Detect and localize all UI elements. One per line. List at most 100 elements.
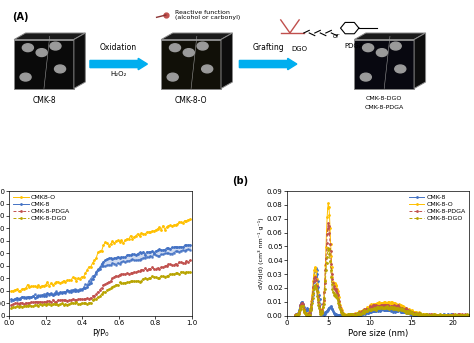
Circle shape [167, 73, 178, 81]
CMK8-O [9, 289, 14, 293]
CMK-8-DGO [9, 306, 14, 310]
Text: or: or [332, 33, 339, 39]
CMK-8-O [397, 303, 402, 307]
Line: CMK8-O: CMK8-O [10, 218, 191, 293]
Text: PDGA: PDGA [345, 43, 364, 49]
CMK-8 [400, 309, 406, 313]
CMK-8-O [400, 305, 406, 309]
CMK-8-PDGA [187, 258, 193, 262]
Polygon shape [355, 33, 426, 39]
Line: CMK-8-DGO: CMK-8-DGO [294, 247, 471, 317]
CMK-8-O [293, 314, 299, 318]
CMK-8 [117, 256, 122, 260]
CMK-8-DGO [326, 246, 331, 250]
CMK-8-DGO [115, 283, 121, 287]
Y-axis label: dV/d(d) (cm³ nm⁻¹ g⁻¹): dV/d(d) (cm³ nm⁻¹ g⁻¹) [258, 217, 264, 289]
CMK-8-DGO [396, 307, 401, 311]
CMK-8-O [466, 313, 472, 317]
Line: CMK-8: CMK-8 [294, 266, 471, 317]
Text: CMK-8: CMK-8 [32, 96, 56, 105]
CMK-8-PDGA [400, 308, 406, 312]
CMK-8-PDGA [293, 314, 299, 318]
Polygon shape [161, 33, 232, 39]
CMK-8 [313, 265, 319, 270]
CMK-8-DGO [293, 313, 299, 317]
CMK-8-DGO [178, 270, 184, 274]
CMK8-O [102, 240, 108, 245]
Circle shape [20, 73, 31, 81]
CMK-8-O [293, 313, 299, 317]
CMK-8-DGO [466, 314, 472, 318]
Text: DGO: DGO [291, 46, 307, 52]
X-axis label: Pore size (nm): Pore size (nm) [348, 329, 408, 338]
CMK-8-PDGA [50, 298, 55, 302]
CMK-8-PDGA [100, 283, 106, 287]
Circle shape [183, 49, 194, 57]
Circle shape [197, 42, 208, 50]
Circle shape [390, 42, 401, 50]
CMK8-O [180, 221, 186, 225]
CMK-8-DGO [100, 290, 106, 294]
Circle shape [360, 73, 371, 81]
Circle shape [55, 65, 65, 73]
CMK-8-DGO [292, 314, 298, 318]
CMK-8 [397, 308, 403, 312]
CMK-8-O [451, 314, 457, 318]
FancyArrow shape [90, 58, 147, 70]
CMK-8 [292, 313, 298, 317]
Line: CMK-8-PDGA: CMK-8-PDGA [294, 222, 471, 317]
CMK-8-DGO [43, 303, 48, 307]
CMK-8 [293, 314, 299, 318]
Circle shape [36, 49, 47, 57]
CMK-8-DGO [451, 314, 456, 318]
CMK-8-O [326, 201, 331, 205]
Polygon shape [221, 33, 232, 88]
Circle shape [22, 44, 33, 51]
CMK-8 [9, 297, 14, 301]
CMK-8 [45, 291, 50, 295]
Line: CMK-8-O: CMK-8-O [294, 202, 471, 317]
Polygon shape [355, 39, 414, 88]
CMK-8-PDGA [9, 303, 14, 307]
CMK-8-PDGA [178, 260, 184, 264]
Circle shape [395, 65, 406, 73]
Text: CMK-8-DGO: CMK-8-DGO [366, 96, 402, 102]
CMK-8-PDGA [292, 313, 298, 317]
CMK-8-O [397, 303, 403, 307]
Polygon shape [14, 39, 74, 88]
Circle shape [201, 65, 213, 73]
CMK-8 [180, 245, 186, 249]
Text: Reactive function
(alcohol or carbonyl): Reactive function (alcohol or carbonyl) [175, 10, 240, 21]
CMK-8-O [440, 314, 446, 318]
CMK-8 [293, 312, 299, 316]
CMK8-O [174, 222, 180, 226]
CMK-8 [397, 308, 402, 312]
CMK-8-PDGA [173, 262, 179, 266]
Polygon shape [161, 39, 221, 88]
CMK-8-PDGA [397, 306, 403, 310]
CMK-8-PDGA [326, 221, 331, 225]
Polygon shape [74, 33, 85, 88]
CMK-8 [174, 245, 180, 249]
CMK-8 [466, 314, 472, 318]
Line: CMK-8: CMK-8 [10, 244, 191, 301]
Text: Oxidation: Oxidation [100, 43, 137, 52]
CMK-8-PDGA [466, 314, 472, 318]
CMK-8 [440, 314, 446, 318]
CMK8-O [52, 281, 57, 285]
Text: (A): (A) [12, 12, 28, 22]
Circle shape [363, 44, 374, 51]
Text: H₂O₂: H₂O₂ [110, 71, 127, 76]
CMK8-O [16, 289, 21, 294]
CMK-8-DGO [173, 271, 179, 275]
Line: CMK-8-PDGA: CMK-8-PDGA [10, 259, 191, 306]
CMK-8-DGO [50, 302, 55, 306]
CMK8-O [187, 217, 193, 221]
Text: CMK-8-O: CMK-8-O [175, 96, 207, 105]
Circle shape [50, 42, 61, 50]
CMK-8-PDGA [293, 312, 299, 316]
CMK-8-O [292, 313, 298, 317]
X-axis label: P/P₀: P/P₀ [92, 329, 109, 338]
FancyArrow shape [239, 58, 297, 70]
CMK-8 [451, 313, 457, 317]
